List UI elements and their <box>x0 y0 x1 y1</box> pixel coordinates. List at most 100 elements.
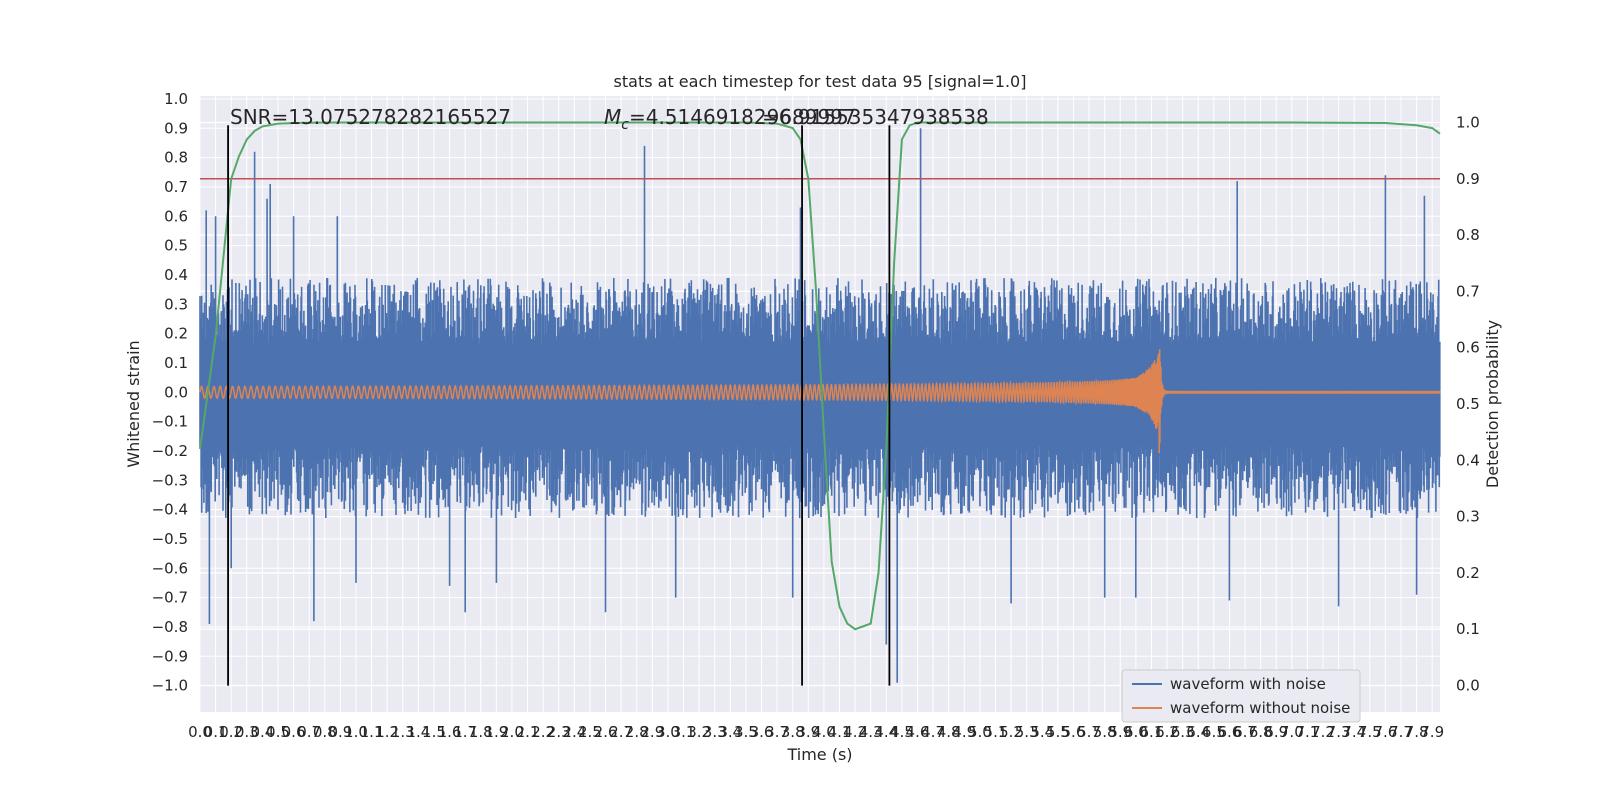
y-axis-ticks: 1.0 0.9 0.8 0.7 0.6 0.5 0.4 0.3 0.2 0.1 0.0 −0.1 −0.… <box>152 90 188 695</box>
x-tick-label: 1.3 <box>391 723 415 741</box>
x-tick-label: 6.7 <box>1233 723 1257 741</box>
y-tick-label: 0.7 <box>164 178 188 196</box>
x-tick-label: 5.1 <box>984 723 1008 741</box>
x-tick-label: 0.6 <box>282 723 306 741</box>
overlap-annotation: =6.915535347938538 <box>762 105 989 129</box>
x-tick-label: 7.9 <box>1420 723 1444 741</box>
clean-trace <box>199 349 1441 454</box>
x-tick-label: 3.8 <box>781 723 805 741</box>
x-tick-label: 7.6 <box>1373 723 1397 741</box>
x-tick-label: 3.5 <box>734 723 758 741</box>
x-tick-label: 7.3 <box>1327 723 1351 741</box>
y2-tick-label: 0.5 <box>1456 395 1480 413</box>
y-tick-label: −0.3 <box>152 471 188 489</box>
x-tick-label: 2.7 <box>609 723 633 741</box>
y-tick-label: −0.6 <box>152 559 188 577</box>
x-tick-label: 2.2 <box>531 723 555 741</box>
y2-tick-label: 0.8 <box>1456 226 1480 244</box>
x-tick-label: 2.8 <box>625 723 649 741</box>
x-tick-label: 4.3 <box>859 723 883 741</box>
y2-tick-label: 0.4 <box>1456 451 1480 469</box>
y-tick-label: −0.8 <box>152 618 188 636</box>
vertical-markers <box>227 125 891 686</box>
x-tick-label: 6.5 <box>1202 723 1226 741</box>
x-tick-label: 3.2 <box>687 723 711 741</box>
y2-tick-label: 0.6 <box>1456 339 1480 357</box>
x-tick-label: 1.5 <box>422 723 446 741</box>
y-tick-label: 0.6 <box>164 207 188 225</box>
y2-tick-label: 0.9 <box>1456 170 1480 188</box>
legend: waveform with noise waveform without noi… <box>1121 669 1361 723</box>
x-tick-label: 4.2 <box>843 723 867 741</box>
x-tick-label: 0.0 <box>188 723 212 741</box>
y-tick-label: 0.2 <box>164 325 188 343</box>
x-tick-label: 4.1 <box>828 723 852 741</box>
y-tick-label: −0.5 <box>152 530 188 548</box>
y-tick-label: 0.1 <box>164 354 188 372</box>
y2-tick-label: 0.7 <box>1456 282 1480 300</box>
x-tick-label: 1.2 <box>375 723 399 741</box>
mc-subscript: c <box>621 117 629 133</box>
x-tick-label: 4.9 <box>952 723 976 741</box>
x-tick-label: 0.1 <box>204 723 228 741</box>
y-tick-label: 0.9 <box>164 119 188 137</box>
mc-annotation: Mc=4.514691829689997 <box>604 105 856 133</box>
x-tick-label: 3.0 <box>656 723 680 741</box>
y-tick-label: −0.1 <box>152 413 188 431</box>
x-tick-label: 2.5 <box>578 723 602 741</box>
x-tick-label: 6.2 <box>1155 723 1179 741</box>
y-tick-label: −0.4 <box>152 501 188 519</box>
y-tick-label: 0.0 <box>164 383 188 401</box>
x-tick-label: 4.6 <box>906 723 930 741</box>
x-tick-label: 7.2 <box>1311 723 1335 741</box>
x-tick-label: 2.0 <box>500 723 524 741</box>
x-tick-label: 6.3 <box>1171 723 1195 741</box>
x-axis-ticks: 0.00.10.20.30.40.50.60.70.80.91.01.11.21… <box>188 723 1444 741</box>
x-tick-label: 5.4 <box>1030 723 1054 741</box>
x-tick-label: 2.9 <box>640 723 664 741</box>
x-tick-label: 3.4 <box>718 723 742 741</box>
x-tick-label: 4.4 <box>874 723 898 741</box>
y2-tick-label: 0.2 <box>1456 564 1480 582</box>
y-tick-label: 0.8 <box>164 149 188 167</box>
series-detection-probability <box>199 121 1441 631</box>
x-tick-label: 2.3 <box>547 723 571 741</box>
x-tick-label: 4.0 <box>812 723 836 741</box>
y2-tick-label: 0.3 <box>1456 508 1480 526</box>
x-tick-label: 7.8 <box>1405 723 1429 741</box>
x-tick-label: 6.8 <box>1249 723 1273 741</box>
snr-annotation: SNR=13.075278282165527 <box>230 105 511 129</box>
x-tick-label: 1.8 <box>469 723 493 741</box>
y-axis-label: Whitened strain <box>124 340 143 467</box>
x-tick-label: 5.5 <box>1046 723 1070 741</box>
x-tick-label: 3.3 <box>703 723 727 741</box>
y-tick-label: 0.4 <box>164 266 188 284</box>
y2-axis-label: Detection probability <box>1483 320 1502 488</box>
x-tick-label: 2.1 <box>516 723 540 741</box>
x-tick-label: 1.7 <box>453 723 477 741</box>
x-tick-label: 4.5 <box>890 723 914 741</box>
y-tick-label: 1.0 <box>164 90 188 108</box>
y-tick-label: 0.5 <box>164 237 188 255</box>
y2-tick-label: 0.0 <box>1456 677 1480 695</box>
x-tick-label: 6.0 <box>1124 723 1148 741</box>
legend-box <box>1121 669 1361 723</box>
x-tick-label: 7.0 <box>1280 723 1304 741</box>
y-tick-label: −0.9 <box>152 647 188 665</box>
y2-tick-label: 0.1 <box>1456 620 1480 638</box>
x-tick-label: 3.7 <box>765 723 789 741</box>
x-tick-label: 0.8 <box>313 723 337 741</box>
chart-title: stats at each timestep for test data 95 … <box>614 72 1027 91</box>
x-tick-label: 1.4 <box>406 723 430 741</box>
x-tick-label: 1.9 <box>484 723 508 741</box>
mc-symbol: M <box>604 105 621 129</box>
x-tick-label: 5.9 <box>1108 723 1132 741</box>
x-tick-label: 7.1 <box>1295 723 1319 741</box>
x-tick-label: 1.1 <box>360 723 384 741</box>
x-tick-label: 5.6 <box>1062 723 1086 741</box>
y-tick-label: −1.0 <box>152 677 188 695</box>
x-tick-label: 0.7 <box>297 723 321 741</box>
x-tick-label: 3.6 <box>750 723 774 741</box>
y-tick-label: 0.3 <box>164 295 188 313</box>
x-tick-label: 3.1 <box>672 723 696 741</box>
